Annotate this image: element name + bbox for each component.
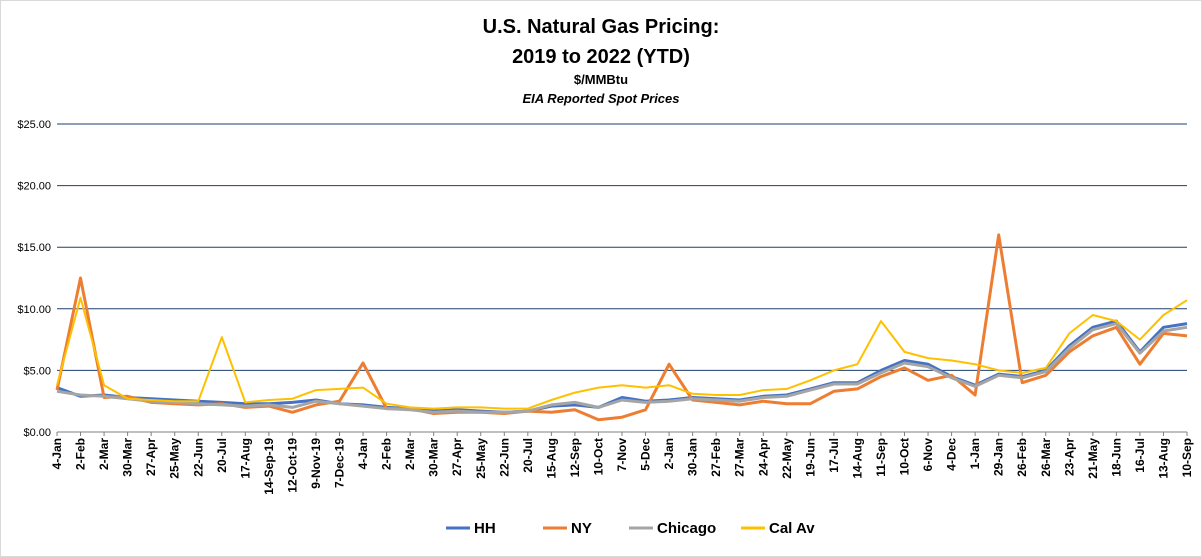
x-tick-label: 17-Jul (827, 438, 841, 473)
legend-label: NY (571, 520, 592, 537)
x-tick-label: 16-Jul (1133, 438, 1147, 473)
x-tick-label: 2-Feb (380, 438, 394, 470)
x-tick-label: 24-Apr (756, 438, 770, 476)
x-tick-label: 15-Aug (544, 438, 558, 479)
x-axis: 4-Jan 2-Feb 2-Mar 30-Mar 27-Apr 25-May 22-Jun 2… (50, 432, 1194, 495)
x-tick-label: 30-Mar (121, 438, 135, 477)
x-tick-label: 11-Sep (874, 438, 888, 477)
x-tick-label: 22-Jun (191, 438, 205, 477)
x-tick-label: 5-Dec (639, 438, 653, 471)
x-tick-label: 7-Dec-19 (333, 438, 347, 488)
x-tick-label: 25-May (168, 438, 182, 479)
y-tick-label: $25.00 (17, 119, 51, 131)
y-tick-label: $0.00 (23, 427, 51, 439)
x-tick-label: 18-Jun (1109, 438, 1123, 477)
series-layer (55, 233, 1188, 422)
x-tick-label: 6-Nov (921, 438, 935, 472)
y-axis: $0.00 $5.00 $10.00 $15.00 $20.00 $25.00 (17, 119, 51, 439)
series-line-chicago (56, 322, 1188, 414)
x-tick-label: 29-Jan (992, 438, 1006, 476)
x-tick-label: 1-Jan (968, 438, 982, 469)
legend: HH NY Chicago Cal Av (446, 520, 815, 537)
x-tick-label: 13-Aug (1156, 438, 1170, 479)
x-tick-label: 19-Jun (803, 438, 817, 477)
x-tick-label: 22-May (780, 438, 794, 479)
x-tick-label: 10-Oct (591, 438, 605, 475)
x-tick-label: 4-Jan (356, 438, 370, 469)
x-tick-label: 4-Dec (945, 438, 959, 471)
series-line-ny (55, 233, 1188, 422)
y-tick-label: $15.00 (17, 242, 51, 254)
series-line-cal-av (56, 296, 1188, 410)
x-tick-label: 14-Aug (850, 438, 864, 479)
x-tick-label: 30-Jan (686, 438, 700, 476)
x-tick-label: 2-Feb (74, 438, 88, 470)
chart-subtitle: $/MMBtu (574, 72, 628, 87)
legend-label: Chicago (657, 520, 716, 537)
x-tick-label: 27-Feb (709, 438, 723, 477)
x-tick-label: 22-Jun (497, 438, 511, 477)
x-tick-label: 2-Mar (403, 438, 417, 470)
x-tick-label: 21-May (1086, 438, 1100, 479)
x-tick-label: 2-Mar (97, 438, 111, 470)
x-tick-label: 25-May (474, 438, 488, 479)
y-tick-label: $10.00 (17, 304, 51, 316)
x-tick-label: 17-Aug (238, 438, 252, 479)
x-tick-label: 2-Jan (662, 438, 676, 469)
chart-title-line2: 2019 to 2022 (YTD) (512, 46, 690, 68)
x-tick-label: 7-Nov (615, 438, 629, 472)
y-tick-label: $20.00 (17, 181, 51, 193)
y-tick-label: $5.00 (23, 365, 51, 377)
x-tick-label: 9-Nov-19 (309, 438, 323, 489)
x-tick-label: 30-Mar (427, 438, 441, 477)
chart-title: U.S. Natural Gas Pricing: (483, 16, 720, 38)
x-tick-label: 12-Oct-19 (285, 438, 299, 493)
x-tick-label: 10-Sep (1180, 438, 1194, 477)
x-tick-label: 27-Apr (144, 438, 158, 476)
x-tick-label: 10-Oct (898, 438, 912, 475)
legend-label: Cal Av (769, 520, 815, 537)
chart-subtitle2: EIA Reported Spot Prices (523, 91, 680, 106)
x-tick-label: 23-Apr (1062, 438, 1076, 476)
x-tick-label: 4-Jan (50, 438, 64, 469)
x-tick-label: 12-Sep (568, 438, 582, 477)
x-tick-label: 27-Apr (450, 438, 464, 476)
x-tick-label: 20-Jul (521, 438, 535, 473)
x-tick-label: 26-Mar (1039, 438, 1053, 477)
x-tick-label: 14-Sep-19 (262, 438, 276, 495)
x-tick-label: 20-Jul (215, 438, 229, 473)
x-tick-label: 26-Feb (1015, 438, 1029, 477)
x-tick-label: 27-Mar (733, 438, 747, 477)
legend-label: HH (474, 520, 496, 537)
